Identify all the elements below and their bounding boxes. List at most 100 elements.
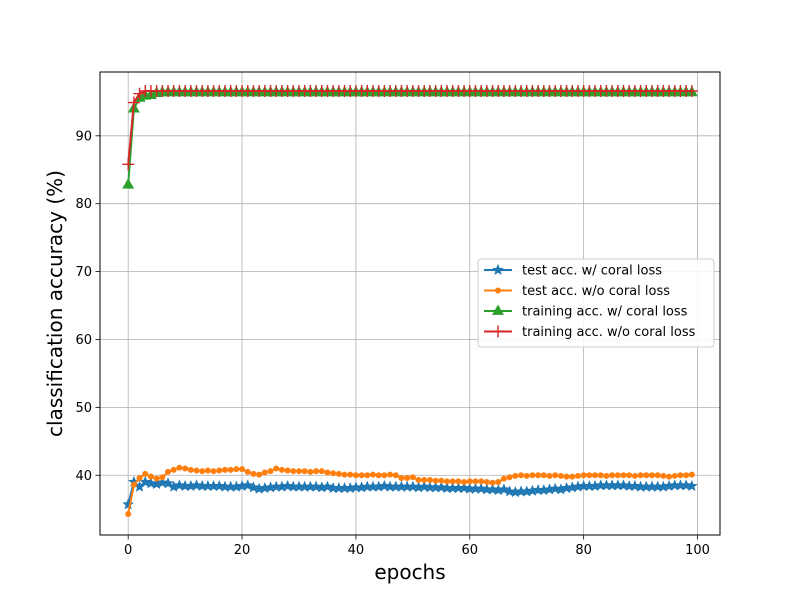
data-point xyxy=(153,475,160,482)
data-point xyxy=(503,485,516,497)
data-point xyxy=(472,478,479,485)
data-point xyxy=(364,472,371,479)
data-point xyxy=(631,472,638,479)
data-point xyxy=(660,472,667,479)
data-point xyxy=(216,467,223,474)
data-point xyxy=(435,481,448,493)
data-point xyxy=(535,472,542,479)
legend: test acc. w/ coral loss test acc. w/o cor… xyxy=(477,258,715,348)
data-point xyxy=(552,472,559,479)
y-tick-label: 70 xyxy=(75,265,92,280)
data-point xyxy=(466,478,473,485)
plot-series xyxy=(122,85,698,517)
data-point xyxy=(478,478,485,485)
data-point xyxy=(586,472,593,479)
data-point xyxy=(512,472,519,479)
data-point xyxy=(256,471,263,478)
y-tick-label: 40 xyxy=(75,469,92,484)
data-point xyxy=(406,480,419,492)
data-point xyxy=(563,473,570,480)
data-point xyxy=(666,473,673,480)
data-point xyxy=(449,478,456,485)
series-group xyxy=(122,85,698,171)
data-point xyxy=(483,479,490,486)
data-point xyxy=(438,477,445,484)
data-point xyxy=(574,472,581,479)
data-point xyxy=(458,481,471,494)
data-point xyxy=(415,477,422,484)
data-point xyxy=(500,475,507,482)
legend-label: test acc. w/o coral loss xyxy=(522,284,670,299)
data-point xyxy=(221,466,228,473)
series-group xyxy=(125,464,695,517)
x-tick-label: 40 xyxy=(348,543,365,558)
data-point xyxy=(387,471,394,478)
data-point xyxy=(369,471,376,478)
data-point xyxy=(671,472,678,479)
data-point xyxy=(648,472,655,479)
data-point xyxy=(147,473,154,480)
data-point xyxy=(404,474,411,481)
data-point xyxy=(529,472,536,479)
legend-marker xyxy=(492,263,504,276)
data-point xyxy=(546,472,553,479)
data-point xyxy=(210,468,217,475)
data-point xyxy=(162,477,175,489)
data-point xyxy=(213,479,226,492)
data-point xyxy=(398,474,405,481)
series-group xyxy=(122,475,698,510)
data-point xyxy=(523,472,530,479)
data-point xyxy=(165,468,172,475)
legend-label: training acc. w/ coral loss xyxy=(522,305,688,320)
data-point xyxy=(432,477,439,484)
data-point xyxy=(173,479,186,491)
legend-marker xyxy=(495,287,501,294)
data-point xyxy=(170,466,177,473)
data-point xyxy=(444,478,451,485)
data-point xyxy=(193,467,200,474)
x-tick-label: 80 xyxy=(575,543,592,558)
data-point xyxy=(518,472,525,479)
data-point xyxy=(190,479,203,491)
data-point xyxy=(677,472,684,479)
legend-item: test acc. w/o coral loss xyxy=(484,284,670,299)
data-point xyxy=(281,479,294,492)
data-point xyxy=(273,465,280,472)
data-point xyxy=(133,87,146,100)
data-point xyxy=(617,479,630,491)
data-point xyxy=(335,470,342,477)
y-tick-label: 90 xyxy=(75,129,92,144)
data-point xyxy=(244,468,251,475)
data-point xyxy=(267,468,274,475)
data-point xyxy=(122,178,135,189)
data-point xyxy=(592,472,599,479)
data-point xyxy=(187,466,194,473)
data-point xyxy=(130,481,137,488)
data-point xyxy=(654,472,661,479)
data-point xyxy=(603,472,610,479)
data-point xyxy=(688,471,695,478)
data-point xyxy=(352,472,359,479)
data-point xyxy=(199,468,206,475)
data-point xyxy=(489,479,496,486)
data-point xyxy=(347,471,354,478)
x-tick-label: 20 xyxy=(234,543,251,558)
data-point xyxy=(614,472,621,479)
data-point xyxy=(421,477,428,484)
data-point xyxy=(301,468,308,475)
axis-ticks: 0 20 40 60 80 100 40 50 60 70 80 90 xyxy=(75,129,709,558)
plot-frame xyxy=(99,71,721,536)
data-point xyxy=(426,477,433,484)
legend-item: training acc. w/o coral loss xyxy=(484,325,696,340)
data-point xyxy=(261,469,268,476)
legend-label: training acc. w/o coral loss xyxy=(522,325,696,340)
data-point xyxy=(227,466,234,473)
legend-marker xyxy=(492,325,504,338)
data-point xyxy=(569,473,576,480)
data-point xyxy=(557,472,564,479)
data-point xyxy=(620,472,627,479)
data-point xyxy=(637,472,644,479)
data-point xyxy=(159,474,166,481)
data-point xyxy=(549,482,562,494)
data-point xyxy=(643,472,650,479)
